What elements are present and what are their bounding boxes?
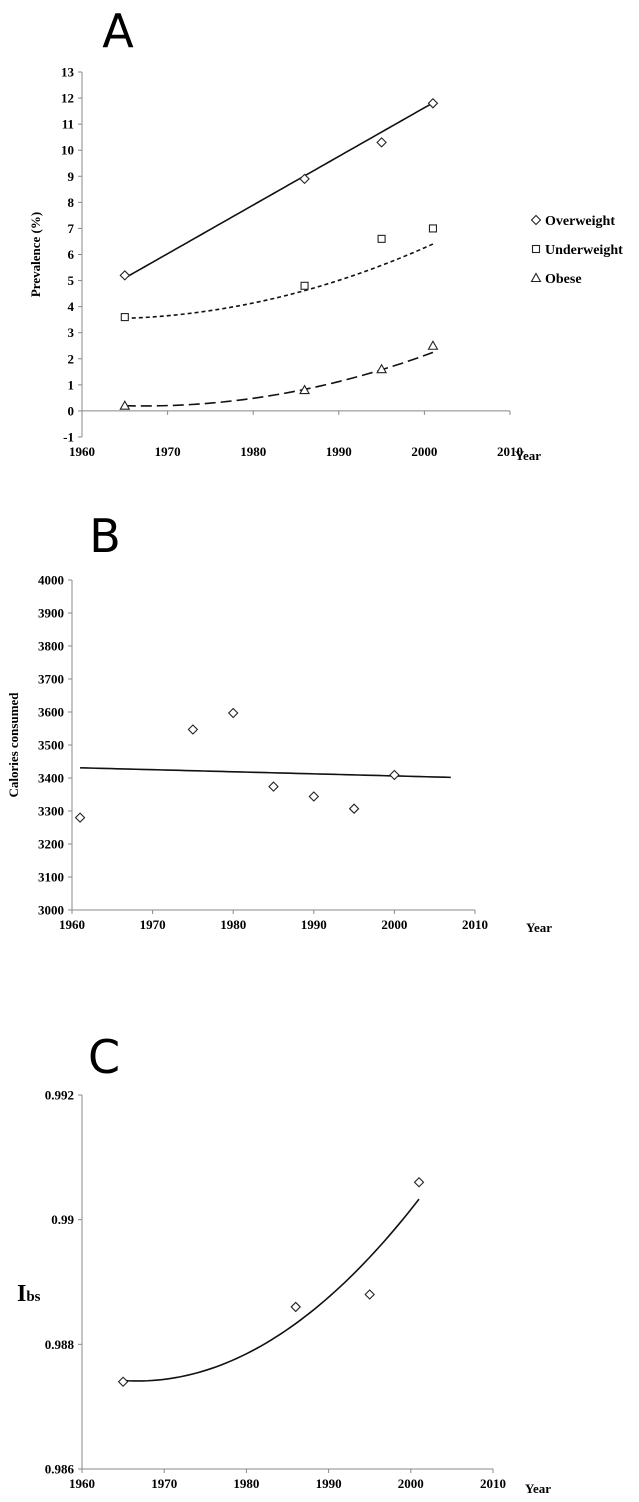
data-point-obese [427,340,439,350]
x-tick-label: 1960 [69,1476,95,1491]
y-axis-title: Ibs [17,1281,41,1307]
data-point [74,812,86,823]
y-axis-title: Prevalence (%) [28,212,43,297]
y-tick-label: 10 [61,143,74,158]
y-tick-label: 1 [68,377,75,392]
data-point-obese [299,384,311,395]
x-axis-title: Year [515,448,541,463]
x-tick-label: 1990 [316,1476,342,1491]
y-tick-label: 6 [68,247,75,262]
data-point [268,781,279,792]
x-tick-label: 1980 [233,1476,259,1491]
legend-label-obese: Obese [545,272,582,287]
x-tick-label: 2000 [398,1476,424,1491]
x-axis-title: Year [526,920,552,935]
data-point [187,724,199,735]
trendline [123,1198,420,1382]
data-point [227,707,239,719]
legend-label-underweight: Underweight [545,243,623,258]
x-tick-label: 1990 [301,917,327,932]
y-tick-label: 3200 [38,837,64,852]
y-axis-title: Calories consumed [6,692,21,798]
x-tick-label: 1980 [240,444,266,459]
x-tick-label: 1960 [69,444,95,459]
panel-letter-b: B [89,509,121,563]
y-tick-label: 7 [68,221,75,236]
y-tick-label: 3900 [38,606,64,621]
data-point-underweight [120,313,129,322]
x-tick-label: 2010 [480,1476,506,1491]
y-tick-label: 3600 [38,705,64,720]
y-tick-label: 11 [62,117,74,132]
y-tick-label: 9 [68,169,75,184]
trendline-overweight [124,102,434,279]
y-tick-label: 3500 [38,738,64,753]
x-axis-title: Year [525,1481,551,1496]
x-tick-label: 1980 [220,917,246,932]
panel-letter-c: C [88,1030,120,1084]
trendline-obese [124,351,434,407]
trendline-underweight [124,243,434,320]
legend-marker-underweight [531,244,541,254]
x-tick-label: 1990 [326,444,352,459]
y-tick-label: 0.988 [45,1337,75,1352]
y-tick-label: 4000 [38,573,64,588]
data-point-underweight [377,234,386,243]
data-point-overweight [376,137,387,148]
trendline [80,767,451,779]
x-tick-label: 1970 [151,1476,177,1491]
legend-label-overweight: Overweight [545,214,615,229]
x-tick-label: 1970 [140,917,166,932]
x-tick-label: 1970 [155,444,181,459]
y-tick-label: 3800 [38,639,64,654]
legend-marker-obese [530,272,542,283]
data-point [348,803,360,814]
x-tick-label: 2010 [462,917,488,932]
y-tick-label: 0.986 [45,1462,75,1477]
data-point-obese [376,363,388,374]
y-tick-label: 0 [68,403,75,418]
data-point-overweight [119,270,131,281]
x-tick-label: 2000 [411,444,437,459]
data-point [308,791,320,802]
data-point [117,1376,129,1388]
x-tick-label: 2010 [497,444,523,459]
x-tick-label: 2000 [381,917,407,932]
y-tick-label: 13 [61,65,75,80]
y-tick-label: 4 [68,299,75,314]
data-point-overweight [427,98,439,109]
data-point-overweight [299,173,310,185]
y-tick-label: 0.992 [45,1088,74,1103]
data-point-underweight [428,224,438,233]
y-tick-label: 5 [68,273,75,288]
y-tick-label: -1 [63,430,74,445]
data-point-obese [119,400,131,410]
y-tick-label: 3400 [38,771,64,786]
y-axis-title-subscript: bs [26,1289,40,1305]
y-tick-label: 3700 [38,672,64,687]
y-tick-label: 3000 [38,903,64,918]
y-tick-label: 3300 [38,804,64,819]
y-tick-label: 8 [68,195,75,210]
data-point [413,1176,425,1188]
panel-letter-a: A [102,4,134,58]
y-tick-label: 2 [68,351,75,366]
y-tick-label: 12 [61,91,74,106]
y-tick-label: 3100 [38,870,64,885]
y-tick-label: 0.99 [51,1212,74,1227]
data-point [290,1301,301,1313]
y-tick-label: 3 [68,325,75,340]
data-point [389,769,400,781]
x-tick-label: 1960 [59,917,85,932]
legend-marker-overweight [530,214,542,226]
data-point [364,1289,375,1300]
data-point-underweight [300,281,309,290]
